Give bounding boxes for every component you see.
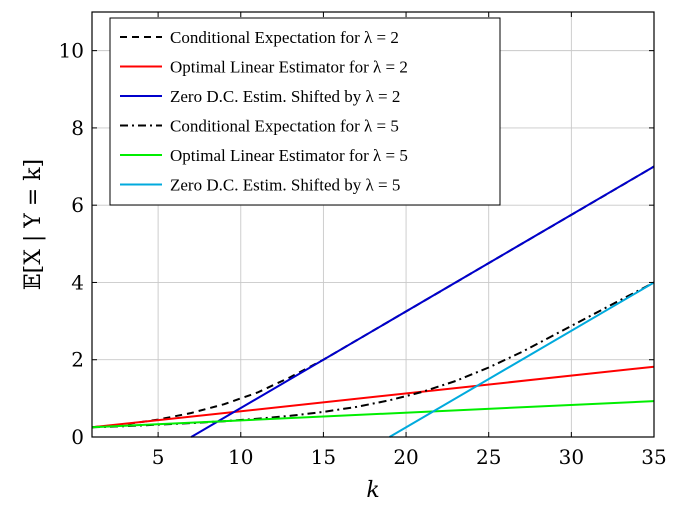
x-tick-label: 25 [476, 445, 501, 469]
legend-entry: Conditional Expectation for λ = 5 [170, 117, 399, 136]
y-tick-label: 8 [71, 116, 84, 140]
series-line-3 [190, 165, 655, 438]
y-tick-label: 2 [71, 348, 84, 372]
y-tick-label: 4 [71, 270, 84, 294]
y-tick-label: 0 [71, 425, 84, 449]
y-tick-label: 6 [71, 193, 84, 217]
legend-entry: Zero D.C. Estim. Shifted by λ = 2 [170, 87, 400, 106]
y-tick-label: 10 [59, 39, 84, 63]
series-line-2 [91, 365, 655, 429]
x-tick-label: 35 [641, 445, 666, 469]
x-axis-label: k [366, 478, 379, 503]
series-line-5 [91, 400, 655, 429]
ticks: 5 10 15 20 25 30 35 0 2 4 6 8 10 [59, 12, 667, 469]
series-line-6 [388, 281, 655, 438]
x-tick-label: 10 [228, 445, 253, 469]
x-tick-label: 30 [559, 445, 584, 469]
legend-entry: Conditional Expectation for λ = 2 [170, 28, 399, 47]
x-tick-label: 15 [311, 445, 336, 469]
legend-entry: Zero D.C. Estim. Shifted by λ = 5 [170, 176, 400, 195]
legend-box [109, 17, 501, 206]
x-tick-label: 20 [393, 445, 418, 469]
series-lines [91, 165, 655, 438]
legend: Conditional Expectation for λ = 2 Optimal… [109, 17, 501, 206]
plot-frame [91, 11, 655, 438]
legend-entry: Optimal Linear Estimator for λ = 2 [170, 58, 408, 77]
y-axis-label: 𝔼[X | Y = k] [21, 159, 46, 290]
x-tick-label: 5 [152, 445, 165, 469]
legend-entry: Optimal Linear Estimator for λ = 5 [170, 146, 408, 165]
